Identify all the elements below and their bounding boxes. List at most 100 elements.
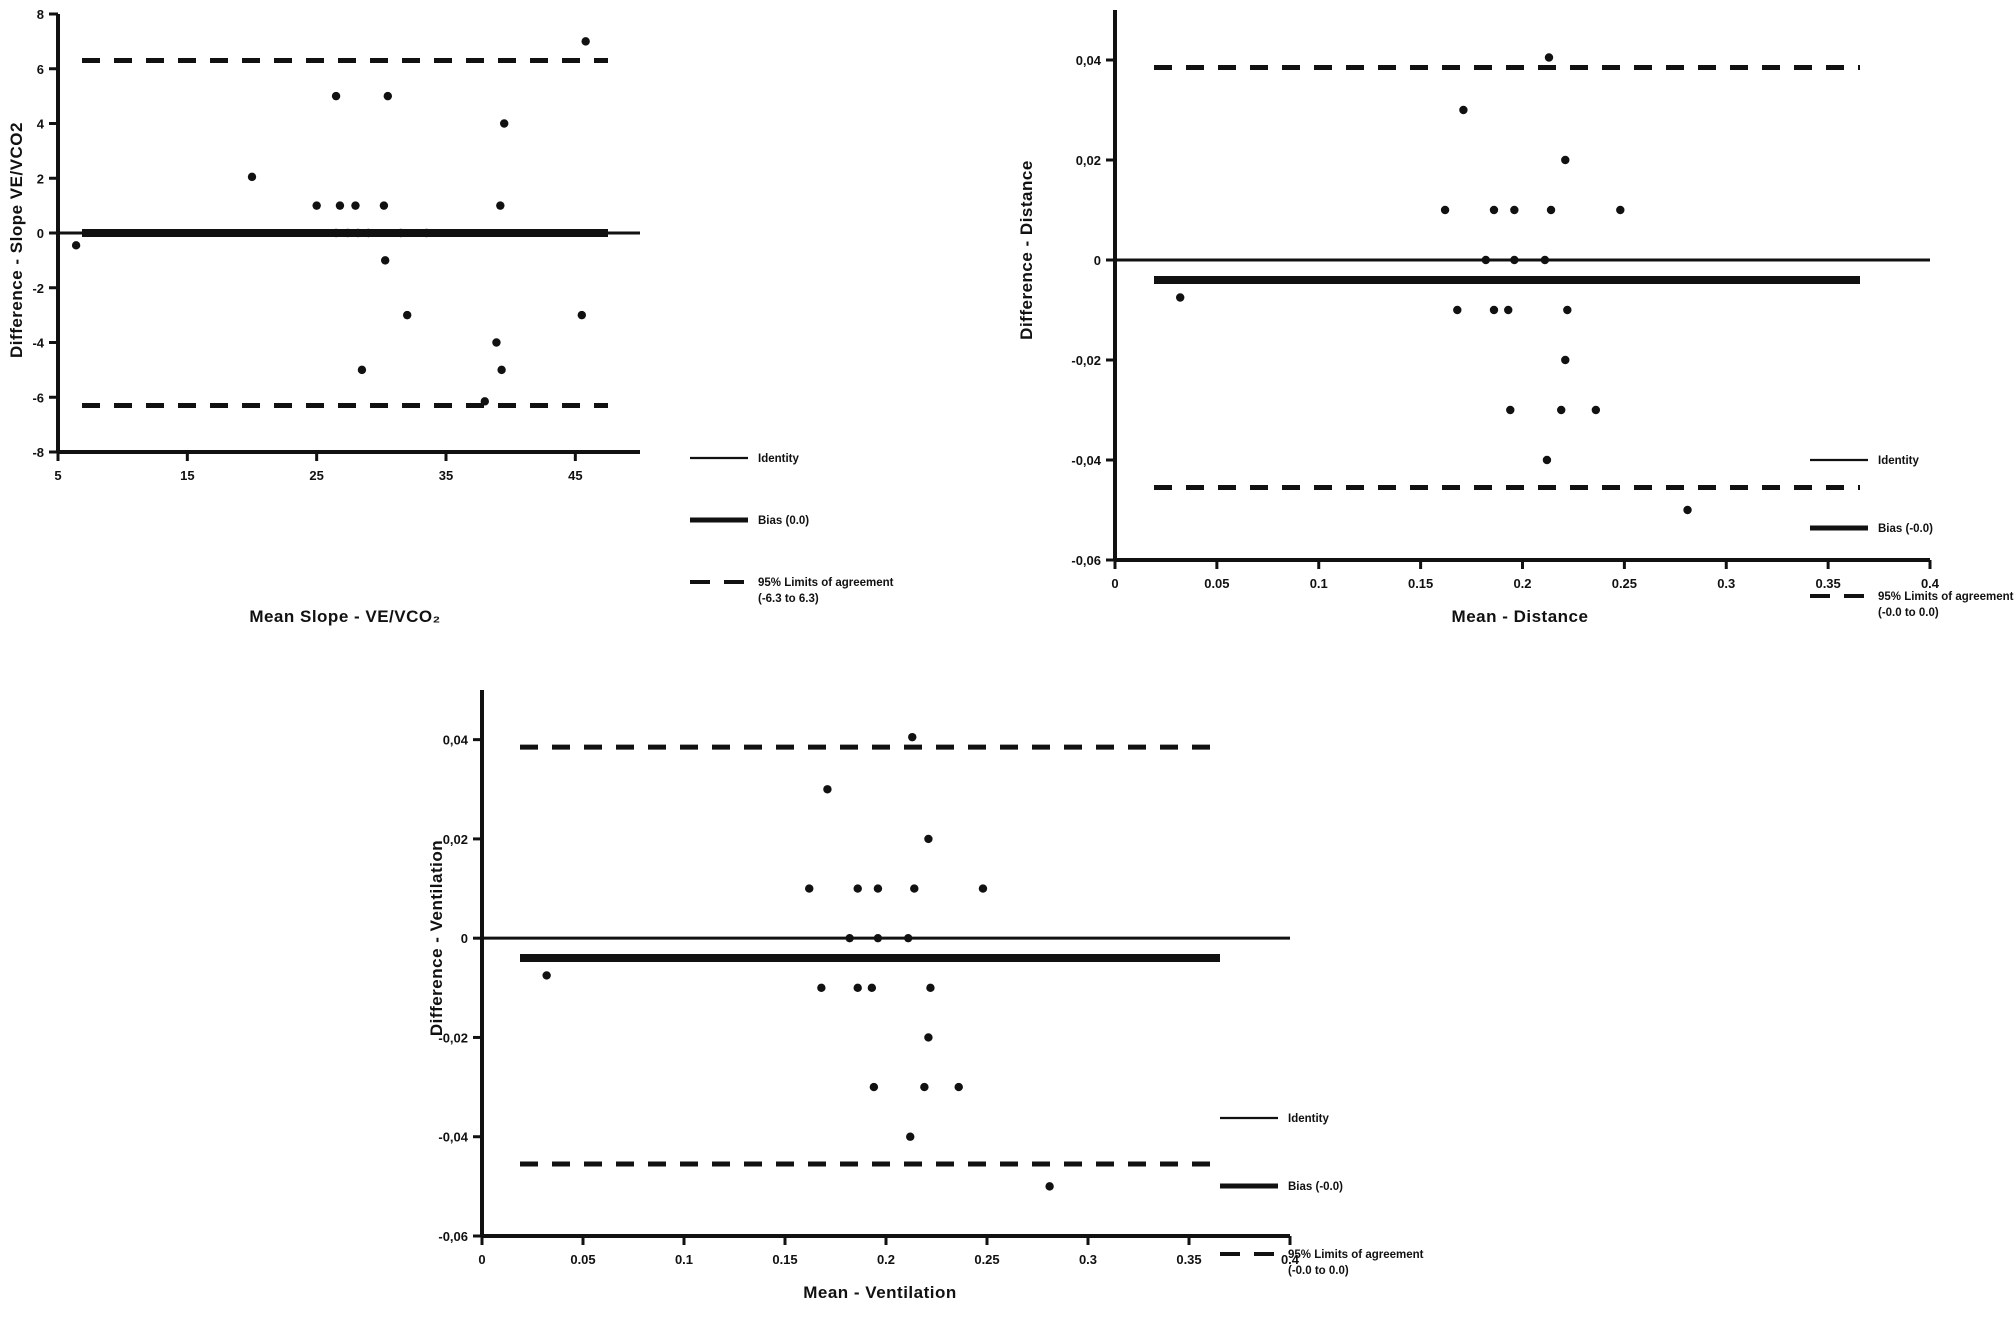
x-tick-label: 0.1 [675,1252,693,1267]
legend: Identity Bias (-0.0) 95% Limits of agreeme… [1220,1113,1424,1277]
data-point [1481,255,1491,265]
x-tick-label: 45 [568,468,582,483]
data-point [867,983,877,993]
data-point [1542,455,1552,465]
data-point [351,201,360,210]
data-point [353,228,363,238]
data-point [1489,205,1499,215]
data-point [500,119,509,128]
data-point [1504,305,1513,315]
data-point [422,228,431,238]
panel-a-svg: 8 6 4 2 0 -2 -4 -6 -8 5 15 25 35 45 Mean Slope - VE/VC… [7,7,894,626]
data-point [845,933,854,943]
x-tick-label: 0.05 [1204,576,1229,591]
data-point [805,884,814,893]
data-point [480,397,489,406]
data-point [577,310,586,320]
x-tick-label: 0.3 [1079,1252,1097,1267]
x-tick-label: 0.05 [570,1252,595,1267]
x-tick-label: 5 [54,468,61,483]
legend-entry-sublabel: (-0.0 to 0.0) [1288,1265,1349,1277]
y-tick-label: -0,04 [438,1130,468,1145]
y-tick-label: -0,06 [1071,553,1101,568]
x-tick-label: 0.4 [1921,576,1940,591]
legend-entry-label: 95% Limits of agreement [1878,591,2014,603]
data-point [1563,305,1572,315]
x-axis-title: Mean - Distance [1452,607,1589,626]
legend-entry-label: Identity [1878,455,1919,467]
panel-b-distance: 0,04 0,02 0 -0,02 -0,04 -0,06 0 0.05 0.1 0.15 0.2 0… [1000,0,2016,650]
y-tick-label: -2 [32,281,44,296]
data-point [1561,155,1570,165]
data-point [823,785,832,794]
x-tick-label: 0.35 [1815,576,1840,591]
data-point [71,241,81,250]
legend: Identity Bias (0.0) 95% Limits of agreemen… [690,453,894,605]
legend-entry-label: 95% Limits of agreement [1288,1249,1424,1261]
x-tick-label: 35 [439,468,453,483]
y-tick-label: 2 [37,171,44,186]
data-point [357,365,367,375]
panel-b-group: 0,04 0,02 0 -0,02 -0,04 -0,06 0 0.05 0.1 0.15 0.2 0… [1017,10,2014,626]
data-point [920,1082,929,1092]
y-tick-label: -8 [32,445,44,460]
data-point [869,1082,879,1092]
data-point [331,91,341,101]
data-point [496,201,505,210]
y-axis-title: Difference - Slope VE/VCO2 [7,122,26,358]
y-tick-label: 0,02 [443,832,468,847]
y-tick-label: 6 [37,62,44,77]
data-point [1557,405,1566,415]
data-point [1045,1182,1054,1191]
y-tick-label: 0,02 [1076,153,1101,168]
y-tick-label: -0,06 [438,1229,468,1244]
data-point [817,983,826,993]
data-point [1176,293,1185,302]
x-tick-label: 0.4 [1281,1252,1300,1267]
data-point [910,884,919,893]
x-tick-label: 0 [1111,576,1118,591]
y-axis-title: Difference - Distance [1017,160,1036,340]
data-point [364,228,373,238]
data-point [497,365,506,375]
data-point [1440,205,1450,215]
data-point [383,91,392,101]
y-tick-label: 0 [37,226,44,241]
panel-a-slope-vevco2: 8 6 4 2 0 -2 -4 -6 -8 5 15 25 35 45 Mean Slope - VE/VC… [0,0,1000,650]
data-point [873,884,883,893]
data-point [331,228,341,238]
data-point [542,971,551,980]
data-point [1683,505,1692,515]
panel-c-svg: 0,04 0,02 0 -0,02 -0,04 -0,06 0 0.05 0.1 0.15 0.2 0… [427,690,1424,1302]
x-tick-label: 25 [309,468,323,483]
x-tick-label: 0.15 [772,1252,797,1267]
panel-b-svg: 0,04 0,02 0 -0,02 -0,04 -0,06 0 0.05 0.1 0.15 0.2 0… [1017,10,2014,626]
data-point [906,1132,915,1141]
data-point [954,1082,963,1092]
data-point [924,834,933,844]
data-point [581,37,590,46]
data-point [1459,105,1468,115]
data-point [853,884,862,893]
legend-entry-label: Identity [1288,1113,1329,1125]
x-tick-label: 0.2 [877,1252,895,1267]
y-tick-label: 0 [1094,253,1101,268]
data-point [403,310,412,320]
y-tick-label: 0,04 [1076,53,1102,68]
data-point [381,256,390,265]
data-point [1540,255,1550,265]
panel-c-group: 0,04 0,02 0 -0,02 -0,04 -0,06 0 0.05 0.1 0.15 0.2 0… [427,690,1424,1302]
x-tick-label: 0.35 [1176,1252,1201,1267]
y-tick-label: 8 [37,7,44,22]
legend: Identity Bias (-0.0) 95% Limits of agreeme… [1810,455,2014,619]
data-point [1453,305,1462,315]
data-point [1561,355,1570,365]
data-point [1489,305,1499,315]
data-point [873,933,883,943]
y-axis-title: Difference - Ventilation [427,840,446,1036]
data-point [1510,255,1519,265]
y-tick-label: -6 [32,390,44,405]
x-tick-label: 15 [180,468,194,483]
data-point [379,201,389,210]
y-tick-label: -4 [32,336,44,351]
